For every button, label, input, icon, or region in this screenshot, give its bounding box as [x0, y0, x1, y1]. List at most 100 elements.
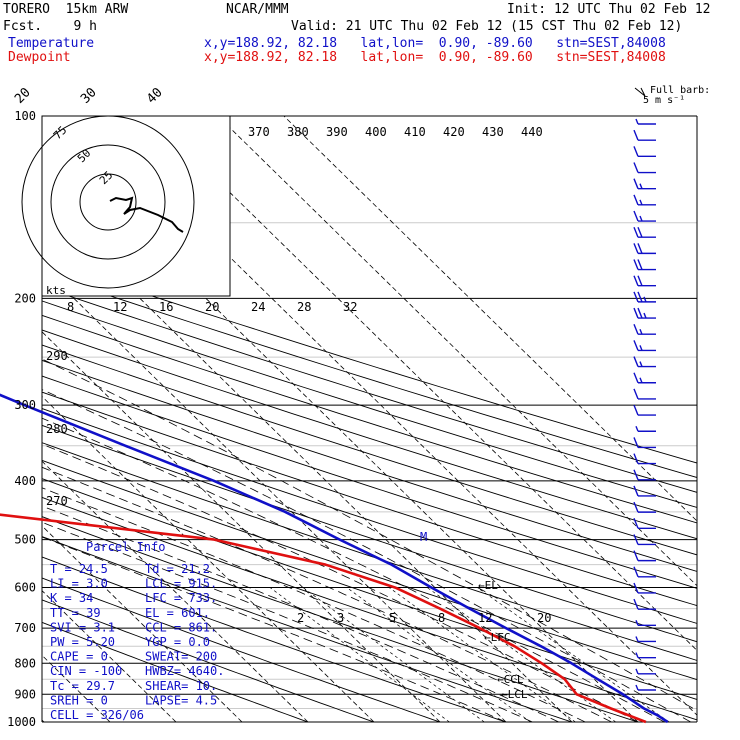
wind-barb-flag	[633, 340, 639, 351]
mixing-ratio-label-upper: 12	[113, 300, 127, 314]
mixing-ratio-label-upper: 32	[343, 300, 357, 314]
wind-barb-flag	[637, 275, 643, 286]
parcel-info-value: SHEAR= 10.	[145, 679, 217, 693]
theta-label-left: 280	[46, 422, 68, 436]
wind-barb-flag	[637, 259, 643, 270]
pressure-tick-label: 400	[14, 474, 36, 488]
wind-barb	[635, 684, 656, 691]
wind-barb-flag	[633, 259, 639, 270]
wind-barb-half	[639, 199, 643, 206]
pressure-tick-label: 900	[14, 687, 36, 701]
temperature-line	[0, 393, 669, 724]
mixing-ratio-line	[388, 587, 576, 722]
dewpoint-line	[0, 513, 647, 724]
dry-adiabat-line	[42, 272, 697, 478]
parcel-info-value: TT = 39	[50, 606, 101, 620]
isotherm-label: 30	[78, 85, 100, 107]
mixing-ratio-line	[346, 587, 531, 722]
wind-barb-flag	[633, 323, 639, 335]
parcel-info-value: YGP = 0.0	[145, 635, 210, 649]
theta-label-top: 370	[248, 125, 270, 139]
wind-barb-flag	[633, 194, 639, 206]
theta-label-top: 430	[482, 125, 504, 139]
wind-barb-half	[635, 425, 639, 432]
dry-adiabat-line	[42, 621, 309, 722]
wind-barb-flag	[633, 550, 639, 561]
pressure-tick-label: 600	[14, 581, 36, 595]
wind-barb	[633, 485, 656, 497]
mixing-ratio-line	[477, 587, 670, 722]
wind-barb	[633, 598, 656, 610]
dry-adiabat-line	[42, 556, 507, 722]
isotherm-label: 40	[144, 85, 166, 107]
hodograph-unit-label: kts	[46, 284, 66, 297]
wind-barb	[635, 118, 656, 125]
mixing-ratio-label-lower: 2	[297, 611, 304, 625]
dry-adiabat-line	[42, 314, 697, 524]
wind-barb-flag	[633, 275, 639, 286]
parcel-info-value: CAPE = 0	[50, 650, 108, 664]
parcel-info-value: PW = 5.20	[50, 635, 115, 649]
parcel-mark: M	[420, 530, 427, 544]
level-marker-lcl: ←LCL	[501, 688, 528, 701]
wind-barb-flag	[637, 226, 643, 238]
dry-adiabat-line	[42, 259, 697, 464]
moist-adiabat-line	[42, 536, 507, 722]
isotherm-label: 20	[12, 85, 34, 107]
wind-barb-flag	[633, 388, 639, 400]
mixing-ratio-lines	[269, 587, 670, 722]
wind-barb-flag	[633, 518, 639, 529]
wind-barb	[633, 566, 656, 578]
wind-barb-half	[635, 652, 639, 658]
mixing-ratio-label-lower: 20	[537, 611, 551, 625]
wind-barb-half	[639, 361, 643, 367]
wind-barb	[635, 425, 656, 432]
parcel-info-value: CELL = 326/06	[50, 708, 144, 722]
valid-time: Valid: 21 UTC Thu 02 Feb 12 (15 CST Thu …	[291, 19, 683, 34]
forecast-hour: Fcst. 9 h	[3, 19, 97, 34]
theta-label-top: 440	[521, 125, 543, 139]
parcel-info-value: LI = 3.0	[50, 577, 108, 591]
wind-barb-flag	[633, 598, 639, 610]
dry-adiabat-line	[42, 442, 697, 661]
dewpoint-location: x,y=188.92, 82.18 lat,lon= 0.90, -89.60 …	[204, 50, 666, 65]
dry-adiabat-line	[42, 408, 697, 624]
wind-barb	[633, 275, 656, 287]
hodograph-ring	[79, 173, 137, 231]
dry-adiabat-line	[42, 478, 697, 700]
mixing-ratio-label-upper: 16	[159, 300, 173, 314]
wind-barb-flag	[637, 243, 643, 254]
wind-barb	[633, 129, 656, 141]
hodograph-trace	[109, 196, 184, 233]
wind-barb-flag	[637, 307, 643, 319]
wind-barb	[635, 652, 656, 659]
wind-barb-half	[635, 668, 639, 675]
dry-adiabat-line	[42, 577, 441, 722]
wind-barb	[633, 518, 656, 529]
dry-adiabat-line	[42, 459, 697, 681]
temperature-location: x,y=188.92, 82.18 lat,lon= 0.90, -89.60 …	[204, 36, 666, 51]
dry-adiabat-line	[42, 329, 697, 540]
diagram-labels: 1002003004005006007008009001000-80-70-60…	[7, 85, 551, 729]
parcel-info-value: CCL = 861.	[145, 620, 217, 634]
pressure-tick-label: 700	[14, 621, 36, 635]
wind-barb	[633, 356, 656, 368]
isotherm-line	[42, 460, 309, 722]
moist-adiabat-line	[42, 466, 612, 722]
moist-adiabat-line	[42, 389, 691, 722]
isotherm-line	[283, 116, 697, 522]
mixing-ratio-label-lower: 12	[478, 611, 492, 625]
wind-barb-flag	[633, 372, 639, 384]
wind-barb	[633, 162, 656, 174]
hodograph-ring	[50, 144, 166, 260]
pressure-tick-label: 1000	[7, 715, 36, 729]
isotherm-line	[151, 116, 697, 651]
dry-adiabat-line	[42, 516, 639, 722]
theta-label-top: 400	[365, 125, 387, 139]
wind-barb-flag	[633, 437, 639, 448]
wind-barb-flag	[633, 210, 639, 222]
parcel-info-value: Tc = 29.7	[50, 679, 115, 693]
wind-barb-flag	[633, 243, 639, 254]
wind-barb-flag	[633, 566, 639, 578]
parcel-info-value: EL = 601.	[145, 606, 210, 620]
